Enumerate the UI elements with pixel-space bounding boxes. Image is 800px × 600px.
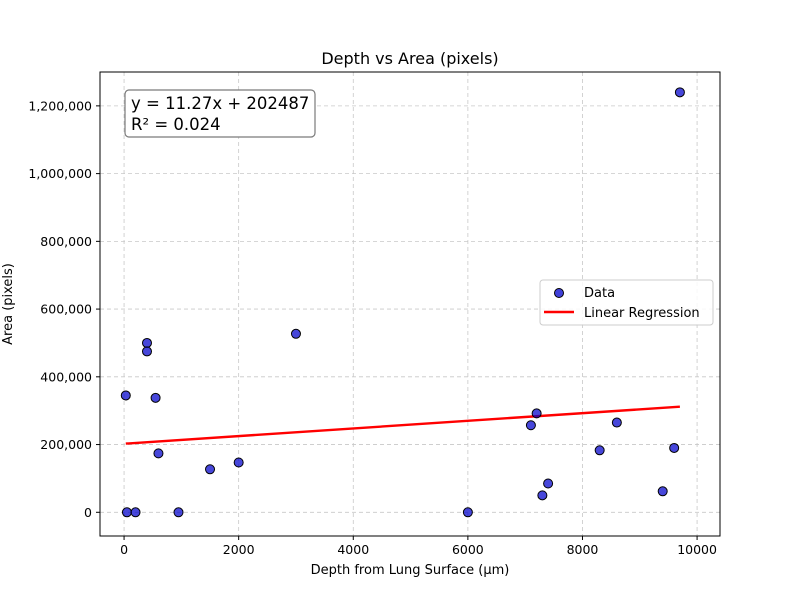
data-point	[233, 457, 244, 468]
plot-content	[120, 87, 685, 518]
plot-frame	[99, 71, 721, 537]
data-point	[525, 420, 536, 431]
y-tick-label: 1,000,000	[28, 166, 92, 181]
grid-lines	[100, 72, 720, 536]
data-point	[462, 507, 473, 518]
data-point	[674, 87, 685, 98]
data-point	[153, 448, 164, 459]
equation-box-frame	[124, 89, 316, 138]
data-point	[130, 507, 141, 518]
data-point	[141, 337, 152, 348]
x-tick-label: 8000	[567, 542, 599, 557]
regression-equation: y = 11.27x + 202487	[131, 94, 309, 113]
data-points	[120, 87, 685, 518]
data-point	[141, 346, 152, 357]
y-tick-label: 600,000	[40, 302, 92, 317]
data-point	[594, 445, 605, 456]
data-point	[121, 507, 132, 518]
x-tick-label: 2000	[223, 542, 255, 557]
axis-tick-labels: 0 2000 4000 6000 8000 10000 0 200,000 400,000 600…	[28, 98, 717, 557]
axis-ticks	[96, 105, 698, 540]
data-point	[611, 417, 622, 428]
x-tick-label: 4000	[337, 542, 369, 557]
chart-title: Depth vs Area (pixels)	[321, 49, 498, 68]
x-axis-label: Depth from Lung Surface (µm)	[311, 563, 510, 578]
data-point	[657, 486, 668, 497]
y-tick-label: 200,000	[40, 437, 92, 452]
y-tick-label: 0	[84, 505, 92, 520]
data-point	[173, 507, 184, 518]
legend-data-label: Data	[584, 286, 615, 301]
regression-line	[125, 405, 680, 445]
data-point	[120, 390, 131, 401]
data-point	[290, 328, 301, 339]
data-point	[669, 442, 680, 453]
data-point	[205, 464, 216, 475]
legend: Data Linear Regression	[539, 279, 714, 326]
y-tick-label: 1,200,000	[28, 98, 92, 113]
equation-box: y = 11.27x + 202487 R² = 0.024	[124, 89, 316, 138]
data-point	[543, 478, 554, 489]
y-axis-label: Area (pixels)	[1, 263, 16, 345]
r-squared-label: R² = 0.024	[131, 115, 221, 134]
legend-frame	[539, 279, 714, 326]
data-point	[537, 490, 548, 501]
x-tick-label: 6000	[452, 542, 484, 557]
data-point	[150, 392, 161, 403]
x-tick-label: 10000	[677, 542, 717, 557]
x-tick-label: 0	[120, 542, 128, 557]
y-tick-label: 400,000	[40, 369, 92, 384]
data-point	[531, 408, 542, 419]
y-tick-label: 800,000	[40, 234, 92, 249]
legend-regression-label: Linear Regression	[584, 306, 700, 321]
legend-data-marker	[554, 288, 564, 298]
